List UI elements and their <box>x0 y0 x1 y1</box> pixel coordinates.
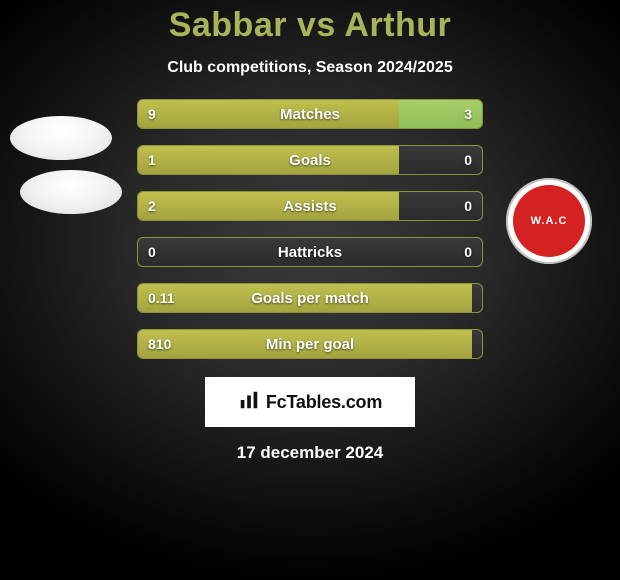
brand-text: FcTables.com <box>266 392 382 413</box>
stat-row: 93Matches <box>137 99 483 129</box>
stat-row: 10Goals <box>137 145 483 175</box>
comparison-card: Sabbar vs Arthur Club competitions, Seas… <box>0 0 620 580</box>
brand-badge: FcTables.com <box>205 377 415 427</box>
player-left-avatar-1 <box>10 116 112 160</box>
stat-row: 00Hattricks <box>137 237 483 267</box>
page-title: Sabbar vs Arthur <box>0 6 620 45</box>
stat-label: Min per goal <box>138 330 482 358</box>
stat-row: 810Min per goal <box>137 329 483 359</box>
stat-label: Hattricks <box>138 238 482 266</box>
stat-label: Goals per match <box>138 284 482 312</box>
club-badge-text: W.A.C <box>531 215 568 227</box>
player-left-avatar-2 <box>20 170 122 214</box>
bar-chart-icon <box>238 389 260 416</box>
stat-row: 0.11Goals per match <box>137 283 483 313</box>
player-right-club-badge: W.A.C <box>506 178 592 264</box>
stat-label: Matches <box>138 100 482 128</box>
stat-row: 20Assists <box>137 191 483 221</box>
date-label: 17 december 2024 <box>0 443 620 463</box>
stat-label: Assists <box>138 192 482 220</box>
club-badge-inner: W.A.C <box>513 185 585 257</box>
comparison-bars: 93Matches 10Goals 20Assists 00Hattricks 0.11… <box>137 99 483 359</box>
stat-label: Goals <box>138 146 482 174</box>
subtitle: Club competitions, Season 2024/2025 <box>0 59 620 77</box>
